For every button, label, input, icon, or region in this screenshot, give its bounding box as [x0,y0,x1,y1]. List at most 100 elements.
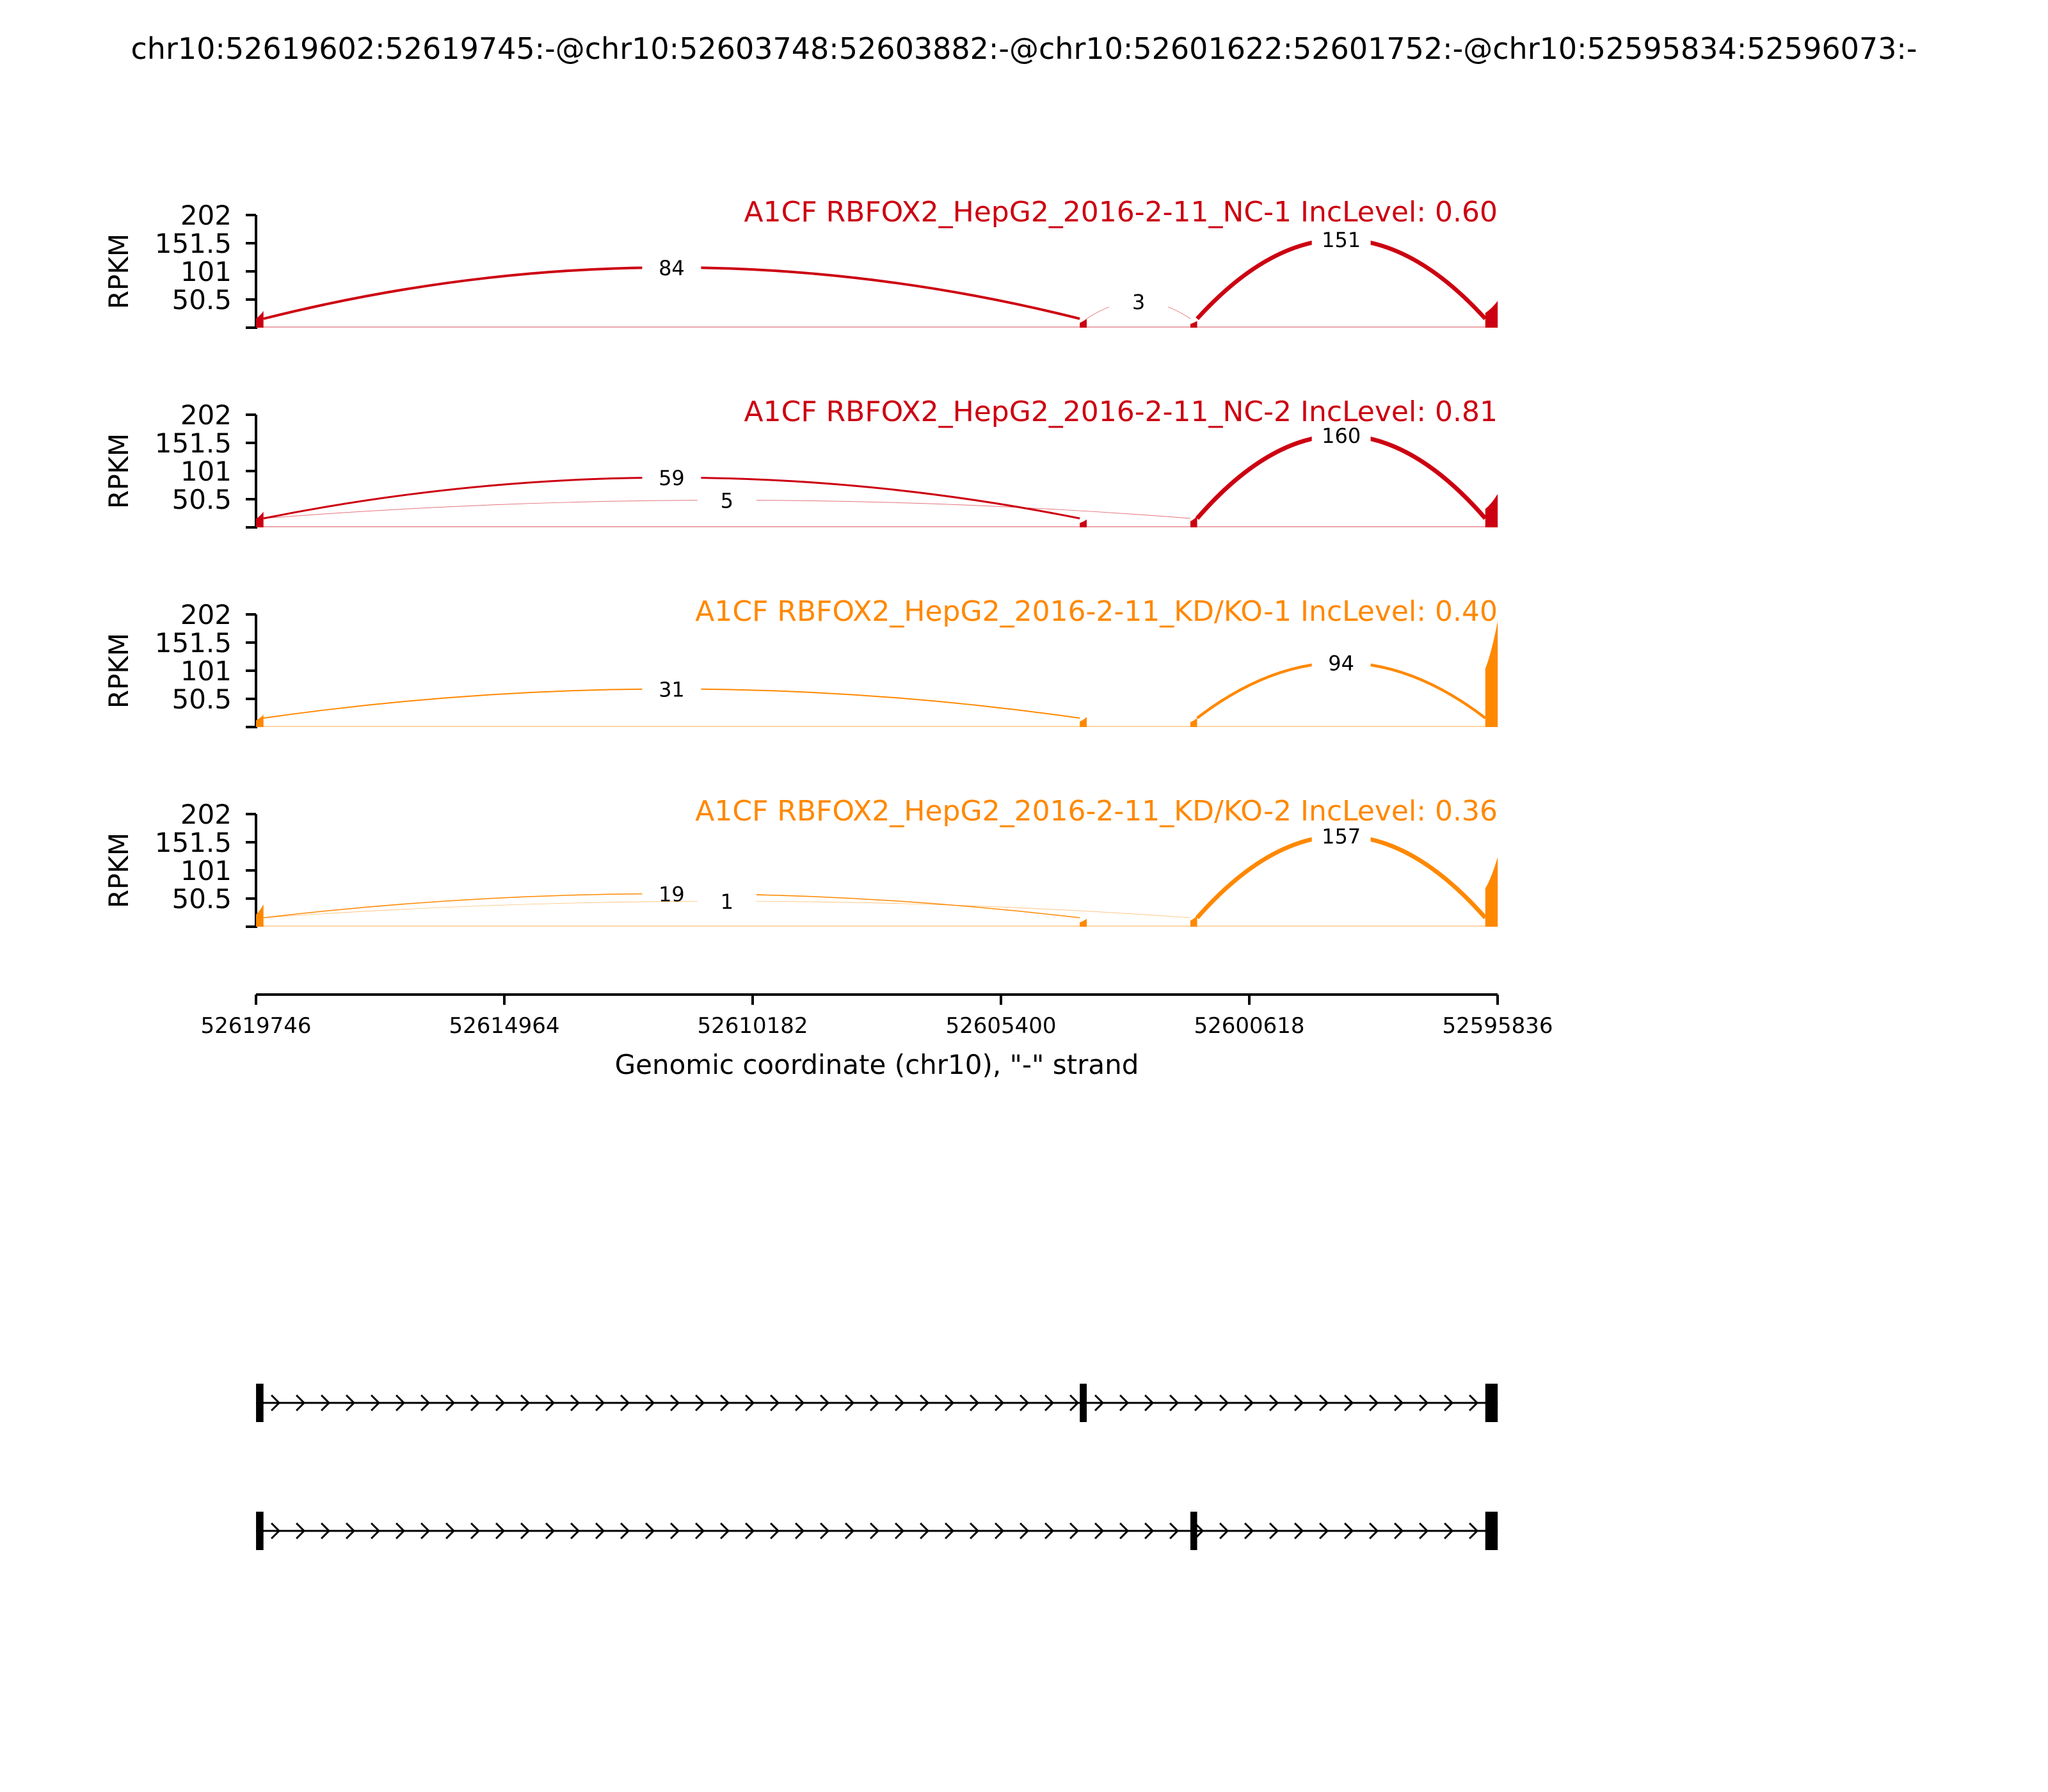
direction-chevron [271,1522,281,1540]
direction-chevron [296,1522,306,1540]
exon-coverage-3 [1190,915,1197,927]
direction-chevron [445,1394,456,1412]
genomic-x-axis: 52619746 52614964 52610182 52605400 52600618… [200,993,1553,1080]
direction-chevron [1069,1394,1080,1412]
direction-chevron [795,1394,805,1412]
direction-chevron [470,1522,481,1540]
junction-label-bg [1311,230,1371,254]
direction-chevron [1369,1522,1379,1540]
direction-chevron [770,1394,780,1412]
direction-chevron [296,1394,306,1412]
direction-chevron [420,1394,431,1412]
junction-count: 3 [1132,290,1145,314]
direction-chevron [1219,1522,1229,1540]
direction-chevron [1244,1522,1254,1540]
direction-chevron [1194,1522,1204,1540]
direction-chevron [895,1394,905,1412]
y-tick-label: 202 [180,799,232,830]
direction-chevron [745,1522,755,1540]
direction-chevron [1119,1522,1130,1540]
y-tick-label: 202 [180,200,232,231]
direction-chevron [545,1394,556,1412]
track-title: A1CF RBFOX2_HepG2_2016-2-11_NC-2 IncLeve… [744,396,1498,428]
direction-chevron [620,1394,630,1412]
direction-chevron [920,1394,930,1412]
junction-count: 19 [659,882,685,906]
direction-chevron [1419,1522,1429,1540]
direction-chevron [1444,1522,1454,1540]
isoform-structures [256,1384,1498,1550]
isoform-2 [256,1512,1498,1550]
exon-coverage-4 [1485,621,1498,727]
direction-chevron [720,1394,730,1412]
direction-chevron [396,1522,406,1540]
direction-chevron [1469,1522,1479,1540]
direction-chevron [1044,1522,1055,1540]
direction-chevron [770,1522,780,1540]
direction-chevron [1344,1522,1354,1540]
exon-block-1 [256,1384,264,1422]
junction-count: 59 [659,466,685,490]
y-tick-label: 101 [180,456,232,487]
x-tick-label: 52610182 [697,1013,808,1039]
y-tick-label: 151.5 [155,228,232,259]
direction-chevron [1394,1522,1404,1540]
exon-coverage-2 [1080,918,1087,927]
direction-chevron [1169,1394,1180,1412]
exon-coverage-3 [1190,718,1197,727]
direction-chevron [745,1394,755,1412]
y-tick-label: 50.5 [172,484,232,515]
x-axis-label: Genomic coordinate (chr10), "-" strand [615,1049,1139,1080]
direction-chevron [495,1522,506,1540]
junction-count: 5 [721,489,733,513]
direction-chevron [1444,1394,1454,1412]
figure-title: chr10:52619602:52619745:-@chr10:52603748… [131,31,1917,66]
direction-chevron [545,1522,556,1540]
direction-chevron [321,1394,331,1412]
y-axis-label: RPKM [103,234,134,309]
direction-chevron [321,1522,331,1540]
direction-chevron [570,1522,580,1540]
direction-chevron [695,1522,705,1540]
exon-coverage-4 [1485,301,1498,328]
direction-chevron [720,1522,730,1540]
direction-chevron [1294,1522,1304,1540]
direction-chevron [670,1394,680,1412]
direction-chevron [1144,1394,1155,1412]
direction-chevron [1194,1394,1204,1412]
direction-chevron [870,1394,880,1412]
direction-chevron [645,1394,655,1412]
y-tick-label: 101 [180,855,232,886]
x-tick-label: 52619746 [200,1013,311,1039]
y-tick-label: 202 [180,599,232,630]
direction-chevron [1020,1394,1030,1412]
exon-coverage-3 [1190,516,1197,527]
direction-chevron [271,1394,281,1412]
junction-count: 1 [721,890,733,914]
direction-chevron [895,1522,905,1540]
exon-coverage-2 [1080,519,1087,527]
y-tick-label: 202 [180,399,232,431]
exon-coverage-4 [1485,493,1498,527]
junction-count: 151 [1322,228,1361,252]
direction-chevron [1144,1522,1155,1540]
direction-chevron [1269,1522,1279,1540]
junction-label-bg [697,491,756,515]
direction-chevron [995,1394,1005,1412]
junction-label-bg [697,892,756,916]
exon-coverage-1 [256,714,264,727]
direction-chevron [470,1394,481,1412]
direction-chevron [396,1394,406,1412]
exon-block-1 [256,1512,264,1550]
exon-coverage-1 [256,310,264,328]
direction-chevron [1319,1522,1329,1540]
direction-chevron [845,1394,855,1412]
direction-chevron [1219,1394,1229,1412]
direction-chevron [1244,1394,1254,1412]
exon-coverage-1 [256,904,264,927]
direction-chevron [645,1522,655,1540]
y-tick-label: 151.5 [155,627,232,659]
junction-label-bg [642,680,701,703]
direction-chevron [1394,1394,1404,1412]
